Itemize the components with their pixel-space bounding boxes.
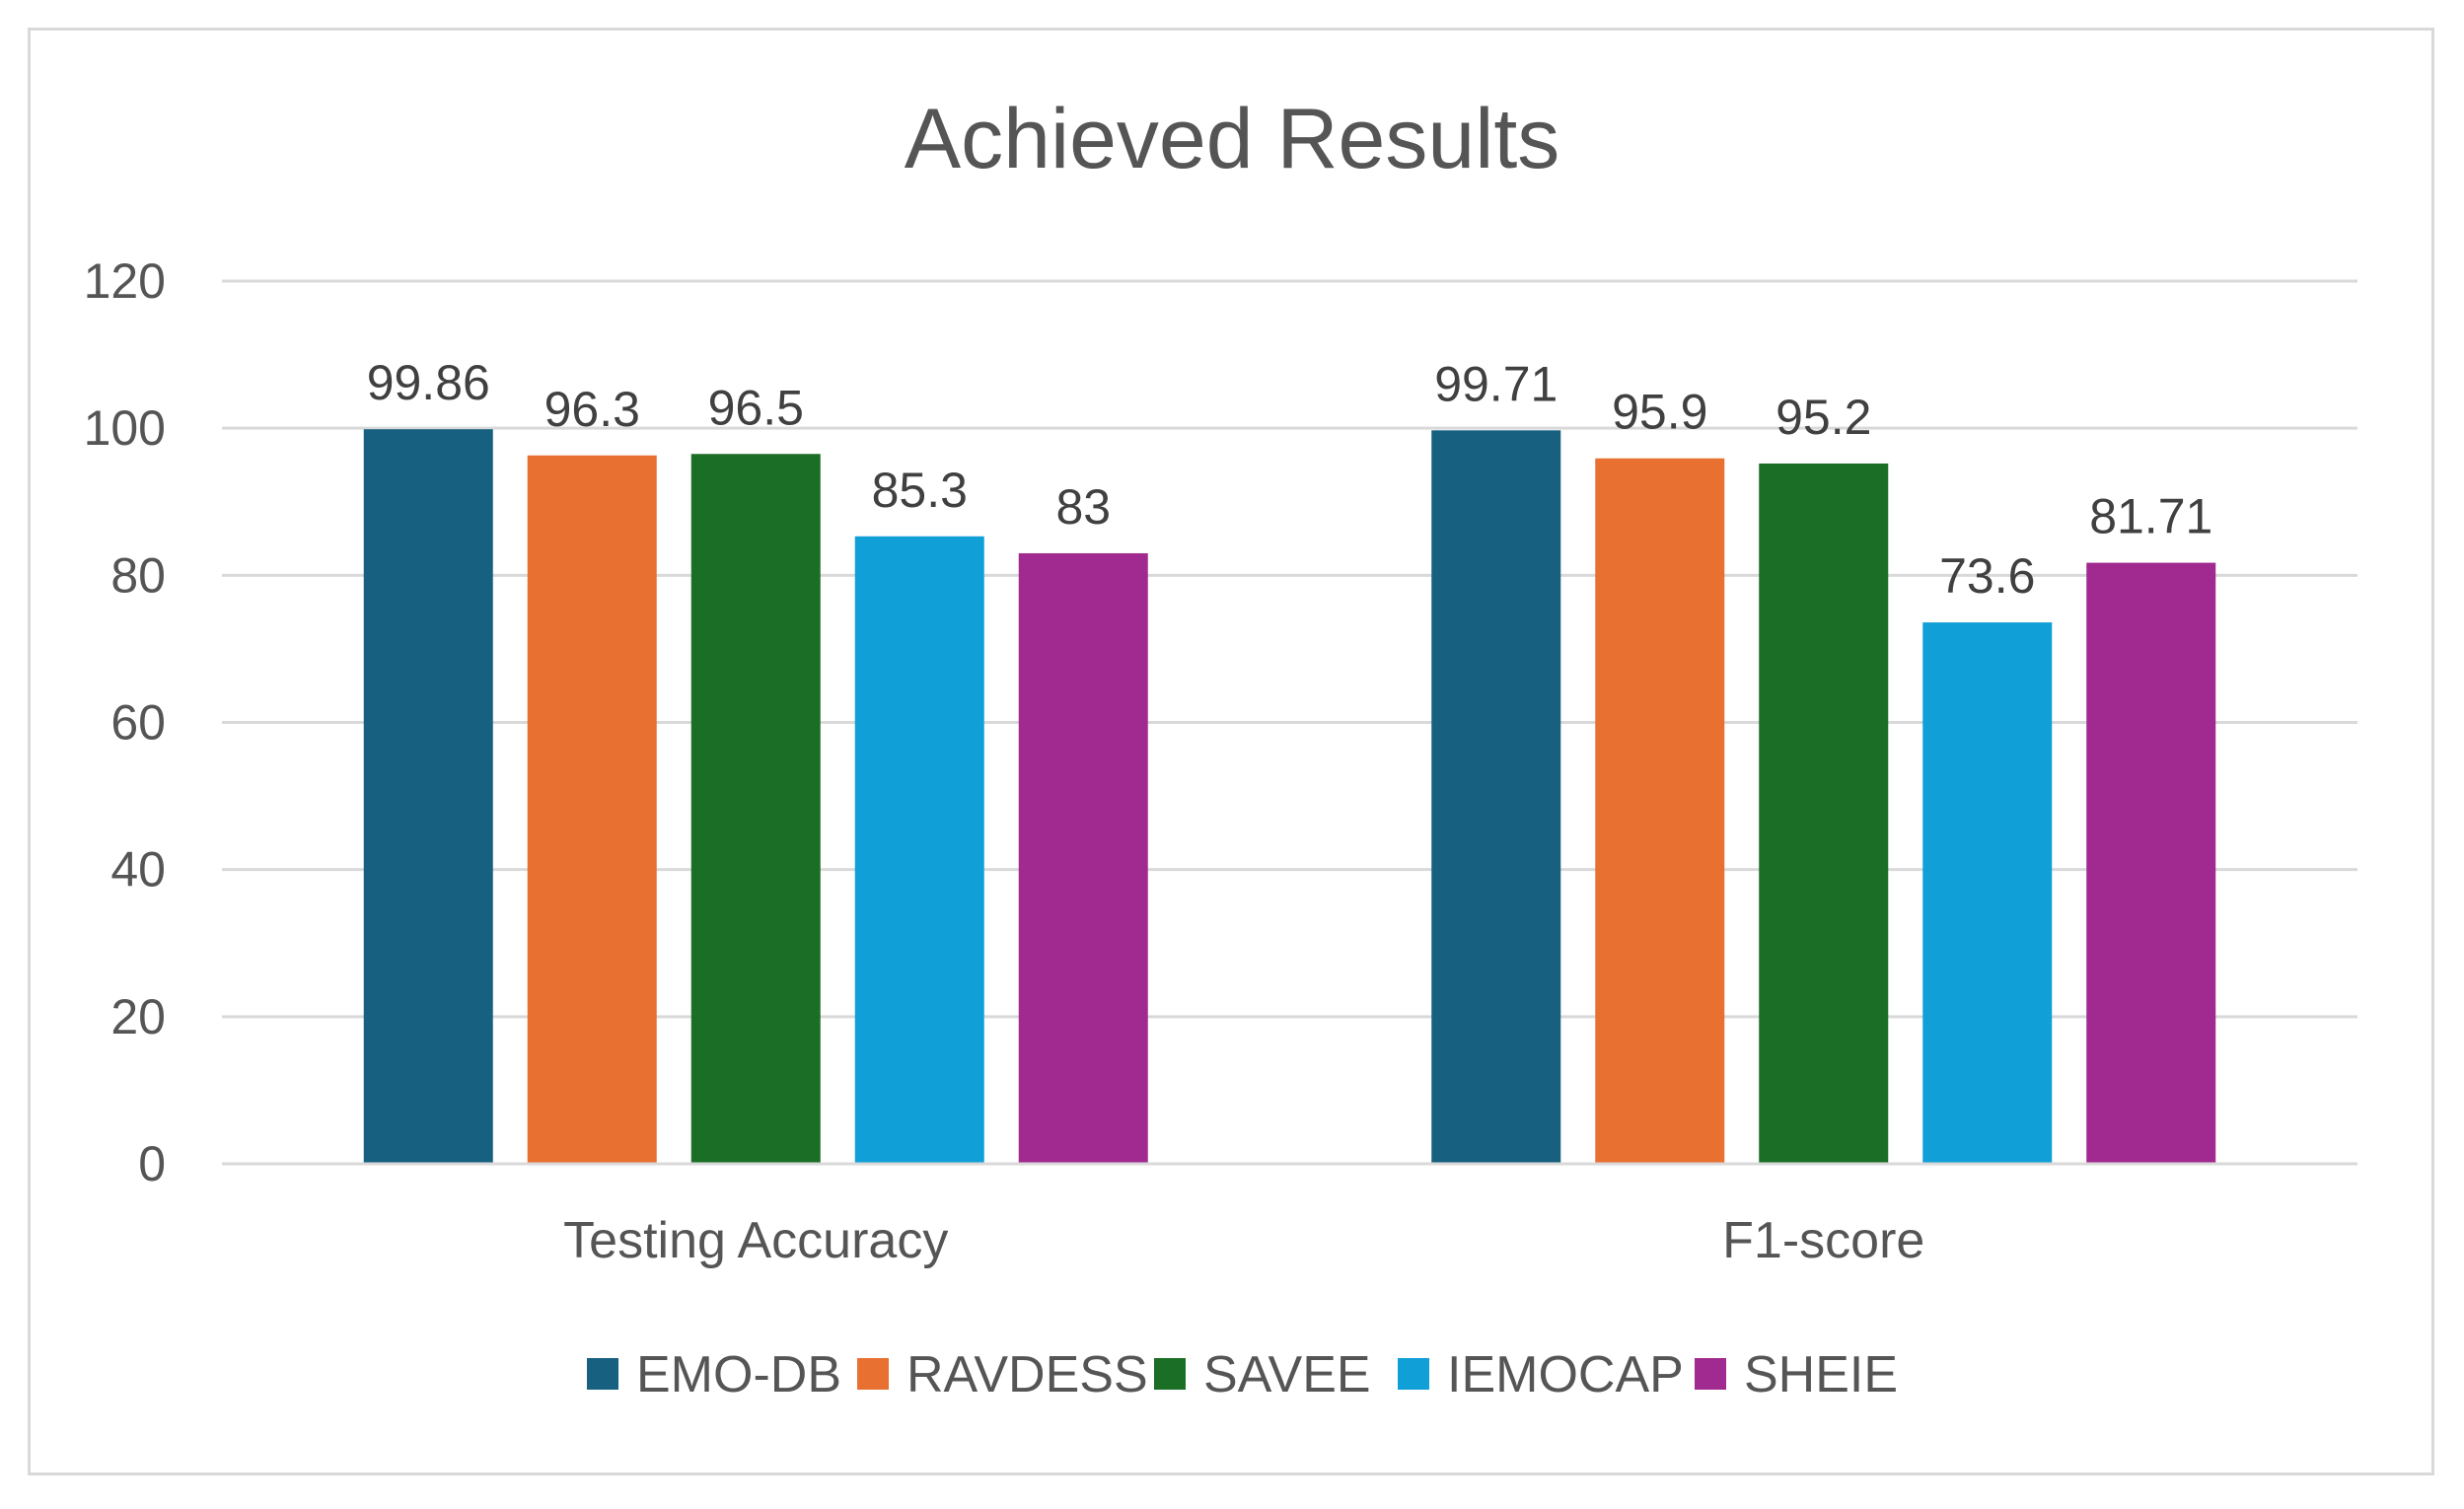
legend-label: RAVDESS xyxy=(906,1346,1148,1403)
legend-label: IEMOCAP xyxy=(1447,1346,1684,1403)
bar-savee xyxy=(1759,463,1889,1164)
legend-item-ravdess: RAVDESS xyxy=(857,1346,1148,1403)
data-label: 85.3 xyxy=(872,463,968,518)
bar-ravdess xyxy=(1595,458,1725,1164)
bar-emo-db xyxy=(1431,430,1561,1164)
y-tick-label: 0 xyxy=(138,1136,166,1191)
legend-swatch xyxy=(587,1358,618,1390)
legend-swatch xyxy=(857,1358,889,1390)
data-label: 96.3 xyxy=(544,382,640,437)
data-labels: 99.86 96.3 96.5 85.3 83 99.71 95.9 95.2 73.6 81.7… xyxy=(367,355,2213,604)
bar-sheie xyxy=(2086,562,2216,1164)
x-axis: Testing Accuracy F1-score xyxy=(222,1162,2357,1269)
data-label: 95.2 xyxy=(1776,390,1871,445)
legend-item-emo-db: EMO-DB xyxy=(587,1346,841,1403)
legend-swatch xyxy=(1398,1358,1429,1390)
bar-iemocap xyxy=(854,536,984,1164)
legend-item-iemocap: IEMOCAP xyxy=(1398,1346,1684,1403)
data-label: 83 xyxy=(1055,479,1111,535)
y-tick-label: 60 xyxy=(110,695,166,751)
legend-swatch xyxy=(1695,1358,1726,1390)
data-label: 99.71 xyxy=(1434,356,1558,411)
y-tick-label: 100 xyxy=(84,400,166,456)
x-category-label: F1-score xyxy=(1722,1212,1924,1269)
data-label: 96.5 xyxy=(708,380,804,435)
data-label: 73.6 xyxy=(1939,548,2035,604)
y-tick-label: 80 xyxy=(110,547,166,603)
legend-label: SHEIE xyxy=(1744,1346,1898,1403)
y-tick-label: 40 xyxy=(110,842,166,898)
legend-label: EMO-DB xyxy=(636,1346,841,1403)
data-label: 99.86 xyxy=(367,355,490,410)
y-tick-label: 120 xyxy=(84,253,166,309)
bar-sheie xyxy=(1018,552,1148,1164)
bars xyxy=(363,429,2216,1165)
bar-emo-db xyxy=(363,429,493,1165)
bar-iemocap xyxy=(1922,622,2053,1164)
bar-ravdess xyxy=(527,455,657,1164)
legend-label: SAVEE xyxy=(1203,1346,1371,1403)
x-category-label: Testing Accuracy xyxy=(563,1212,948,1269)
data-label: 95.9 xyxy=(1612,385,1707,440)
legend: EMO-DB RAVDESS SAVEE IEMOCAP SHEIE xyxy=(587,1346,1898,1403)
legend-item-sheie: SHEIE xyxy=(1695,1346,1898,1403)
legend-swatch xyxy=(1154,1358,1186,1390)
y-tick-label: 20 xyxy=(110,989,166,1044)
legend-item-savee: SAVEE xyxy=(1154,1346,1371,1403)
y-axis: 0 20 40 60 80 100 120 xyxy=(84,253,166,1191)
bar-savee xyxy=(690,454,821,1164)
chart-title: Achieved Results xyxy=(905,92,1559,186)
data-label: 81.71 xyxy=(2089,489,2212,544)
